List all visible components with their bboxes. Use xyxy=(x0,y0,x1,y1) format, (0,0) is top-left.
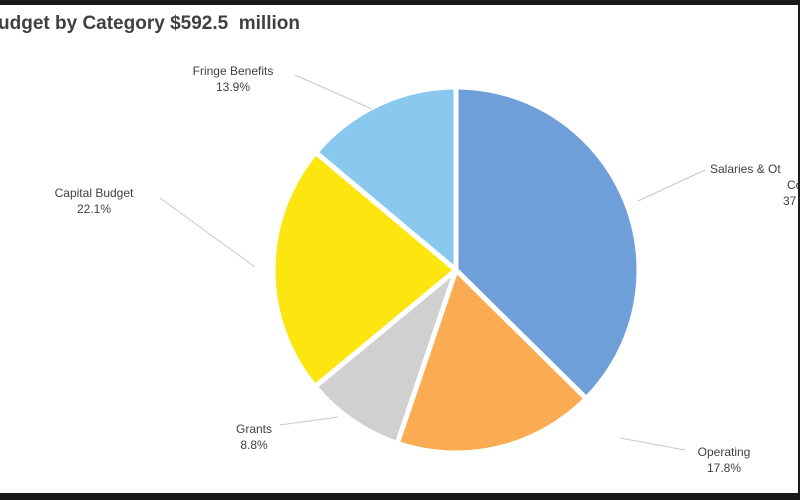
pie-slice-fringe-benefits xyxy=(313,84,459,273)
pie-slice-capital-budget xyxy=(270,149,459,390)
slice-label-capital-budget: Capital Budget 22.1% xyxy=(55,186,134,216)
chart-area: udget by Category $592.5 million Salarie… xyxy=(0,5,798,493)
slice-label-operating: Operating 17.8% xyxy=(698,445,751,475)
pie-slice-operating xyxy=(394,267,589,456)
leader-line-grants xyxy=(279,416,339,426)
slice-label-fringe-benefits: Fringe Benefits 13.9% xyxy=(193,64,274,94)
chart-title: udget by Category $592.5 million xyxy=(0,13,300,34)
leader-line-fringe-benefits xyxy=(294,74,373,110)
slice-label-salaries-ot: Salaries & OtCo37 xyxy=(710,162,798,208)
leader-line-capital-budget xyxy=(159,197,256,268)
leader-line-operating xyxy=(619,437,686,451)
slice-label-grants: Grants 8.8% xyxy=(236,422,272,452)
leader-line-salaries-ot xyxy=(637,169,706,202)
pie-slice-salaries-ot xyxy=(453,84,642,402)
